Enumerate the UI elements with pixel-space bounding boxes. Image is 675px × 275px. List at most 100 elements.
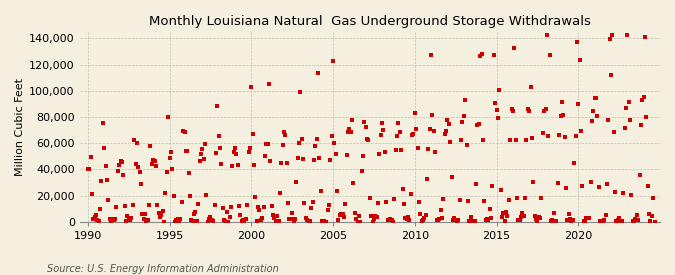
Point <box>175 216 186 221</box>
Point <box>562 218 573 222</box>
Point <box>450 218 461 222</box>
Point <box>153 211 164 215</box>
Point <box>604 37 615 41</box>
Point <box>588 108 599 113</box>
Point <box>149 159 160 163</box>
Point <box>619 126 630 130</box>
Point <box>176 200 187 204</box>
Point <box>160 191 171 196</box>
Point <box>298 157 308 161</box>
Point <box>280 133 291 137</box>
Point <box>90 213 101 218</box>
Point <box>235 213 246 217</box>
Point <box>510 138 521 143</box>
Point <box>173 219 184 224</box>
Point <box>88 217 99 221</box>
Point <box>279 130 290 134</box>
Point <box>599 218 610 222</box>
Point <box>340 202 351 206</box>
Point <box>587 119 597 123</box>
Point <box>227 164 238 169</box>
Point <box>544 53 555 57</box>
Point <box>84 167 95 171</box>
Point <box>627 219 638 223</box>
Point <box>363 138 374 142</box>
Point <box>533 215 544 219</box>
Point <box>409 111 420 115</box>
Point <box>184 194 195 199</box>
Point <box>389 197 400 201</box>
Point <box>565 217 576 221</box>
Point <box>364 196 375 200</box>
Point <box>477 138 488 143</box>
Point <box>576 128 587 133</box>
Point <box>581 216 592 221</box>
Point <box>251 219 262 223</box>
Point <box>620 106 631 111</box>
Point <box>342 152 352 157</box>
Point <box>101 178 112 182</box>
Point <box>93 219 104 224</box>
Point <box>314 155 325 160</box>
Point <box>136 182 146 186</box>
Point <box>442 118 453 122</box>
Point <box>277 143 288 147</box>
Point <box>291 180 302 184</box>
Point <box>208 219 219 223</box>
Point <box>138 217 149 221</box>
Point <box>589 96 600 100</box>
Point <box>398 202 409 206</box>
Point <box>614 216 624 220</box>
Point <box>611 219 622 223</box>
Point <box>493 116 504 120</box>
Point <box>539 109 549 114</box>
Point <box>561 186 572 191</box>
Point <box>359 119 370 124</box>
Point <box>367 219 378 224</box>
Point <box>244 146 255 151</box>
Point <box>374 152 385 156</box>
Point <box>306 206 317 210</box>
Point <box>137 212 148 216</box>
Point <box>200 141 211 146</box>
Point <box>458 114 469 119</box>
Point <box>481 217 492 221</box>
Point <box>618 191 628 195</box>
Point <box>462 199 473 203</box>
Point <box>421 213 431 218</box>
Point <box>125 217 136 222</box>
Point <box>232 163 243 168</box>
Point <box>593 185 604 189</box>
Point <box>375 133 386 138</box>
Title: Monthly Louisiana Natural  Gas Underground Storage Withdrawals: Monthly Louisiana Natural Gas Undergroun… <box>149 15 591 28</box>
Point <box>188 219 198 223</box>
Point <box>254 207 265 212</box>
Point <box>348 181 359 185</box>
Point <box>292 156 303 160</box>
Point <box>307 200 318 204</box>
Point <box>370 213 381 218</box>
Point <box>549 219 560 223</box>
Point <box>129 138 140 142</box>
Point <box>605 73 616 78</box>
Point <box>311 137 322 141</box>
Point <box>299 200 310 205</box>
Point <box>119 204 130 208</box>
Point <box>416 219 427 223</box>
Point <box>276 161 287 165</box>
Point <box>569 161 580 165</box>
Point <box>456 138 466 142</box>
Point <box>92 218 103 222</box>
Point <box>526 136 537 141</box>
Point <box>446 174 457 179</box>
Point <box>383 218 394 222</box>
Point <box>631 213 642 218</box>
Point <box>573 102 584 106</box>
Point <box>167 166 178 171</box>
Point <box>577 183 588 188</box>
Point <box>164 156 175 161</box>
Point <box>124 217 134 222</box>
Point <box>521 138 532 142</box>
Point <box>443 122 454 127</box>
Point <box>647 214 657 218</box>
